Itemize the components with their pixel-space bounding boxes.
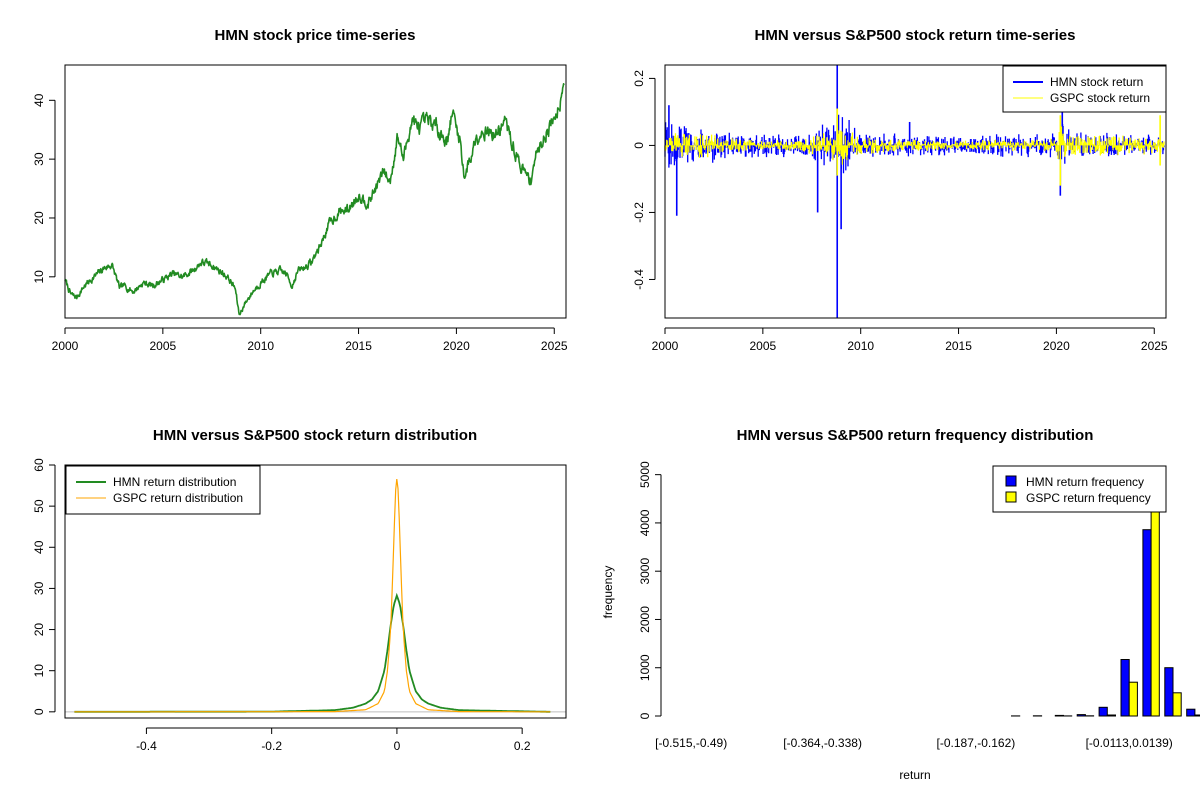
x-tick-label: [-0.187,-0.162) [937,736,1016,750]
density-gspc [74,479,551,713]
x-tick-label: 2005 [150,339,177,353]
x-tick-label: [-0.0113,0.0139) [1086,736,1173,750]
bar-hmn [1076,714,1086,717]
return-series-legend: HMN stock return GSPC stock return [1002,65,1167,113]
legend-label-hmn: HMN return frequency [1026,475,1144,489]
y-tick-label: 50 [32,499,46,513]
x-tick-label: 2015 [945,339,972,353]
distribution-plot-box [64,464,567,719]
frequency-plot-area [1011,503,1200,717]
y-tick-label: 10 [32,664,46,678]
legend-swatch-hmn [1005,475,1017,487]
price-series-line [64,83,565,316]
legend-label-hmn: HMN return distribution [113,475,236,489]
price-axes: 2000 2005 2010 2015 2020 2025 10 20 30 40 [32,93,568,353]
x-tick-label: 0.2 [514,739,531,753]
distribution-plot-area [65,479,566,713]
return-series-plot-box [664,64,1167,319]
legend-label-hmn: HMN stock return [1050,75,1143,89]
bar-gspc [1172,692,1182,717]
frequency-legend: HMN return frequency GSPC return frequen… [992,465,1167,513]
distribution-panel: HMN versus S&P500 stock return distribut… [32,427,567,753]
y-tick-label: -0.4 [632,269,646,290]
bar-hmn [1098,706,1108,717]
price-panel: HMN stock price time-series 2000 2005 2010… [32,27,568,353]
x-tick-label: [-0.364,-0.338) [783,736,862,750]
y-tick-label: 0 [638,712,652,719]
legend-box [1002,65,1167,113]
price-chart-title: HMN stock price time-series [215,27,416,44]
y-tick-label: 30 [32,581,46,595]
bar-hmn [1054,714,1065,717]
bar-hmn [1142,529,1152,717]
frequency-panel: HMN versus S&P500 return frequency distr… [601,427,1200,782]
x-tick-label: 2020 [443,339,470,353]
x-tick-label: 2000 [652,339,679,353]
y-tick-label: -0.2 [632,202,646,223]
price-plot-area [64,83,565,316]
legend-box [992,465,1167,513]
bar-gspc [1194,714,1200,717]
y-tick-label: 2000 [638,606,652,633]
y-tick-label: 60 [32,458,46,472]
x-tick-label: 2005 [750,339,777,353]
x-tick-label: 2010 [847,339,874,353]
y-tick-label: 40 [32,93,46,107]
bar-hmn [1120,659,1130,717]
x-tick-label: 2025 [1141,339,1168,353]
return-series-plot-area [664,65,1165,318]
y-tick-label: 3000 [638,558,652,585]
distribution-legend: HMN return distribution GSPC return dist… [65,465,261,515]
y-tick-label: 40 [32,540,46,554]
x-tick-label: -0.2 [261,739,282,753]
x-tick-label: 2000 [52,339,79,353]
frequency-axes: 0 1000 2000 3000 4000 5000 [-0.515,-0.49) [-0.3… [638,461,1173,750]
bar-gspc [1128,681,1138,717]
distribution-title: HMN versus S&P500 stock return distribut… [153,427,477,444]
return-series-axes: 2000 2005 2010 2015 2020 2025 -0.4 -0.2 0 0.2 [632,70,1168,353]
legend-box [65,465,261,515]
y-tick-label: 0 [32,708,46,715]
frequency-y-label: frequency [601,566,615,619]
bar-gspc [1150,503,1160,717]
legend-label-gspc: GSPC stock return [1050,91,1150,105]
bar-hmn [1164,667,1174,717]
y-tick-label: 1000 [638,654,652,681]
frequency-title: HMN versus S&P500 return frequency distr… [737,427,1094,444]
y-tick-label: 5000 [638,461,652,488]
legend-swatch-gspc [1005,491,1017,503]
return-series-title: HMN versus S&P500 stock return time-seri… [755,27,1076,44]
y-tick-label: 20 [32,211,46,225]
x-tick-label: 2010 [247,339,274,353]
y-tick-label: 0 [632,142,646,149]
y-tick-label: 10 [32,270,46,284]
legend-label-gspc: GSPC return frequency [1026,491,1151,505]
x-tick-label: [-0.515,-0.49) [655,736,727,750]
y-tick-label: 4000 [638,509,652,536]
distribution-axes: -0.4 -0.2 0 0.2 0 10 20 30 40 50 60 [32,458,531,753]
bar-gspc [1106,714,1117,717]
x-tick-label: 2025 [541,339,568,353]
y-tick-label: 20 [32,623,46,637]
frequency-x-label: return [899,768,930,782]
bar-hmn [1186,708,1196,717]
x-tick-label: 2015 [345,339,372,353]
y-tick-label: 0.2 [632,70,646,87]
return-series-panel: HMN versus S&P500 stock return time-seri… [632,27,1168,353]
y-tick-label: 30 [32,152,46,166]
x-tick-label: -0.4 [136,739,157,753]
price-plot-box [64,64,567,319]
legend-label-gspc: GSPC return distribution [113,491,243,505]
x-tick-label: 2020 [1043,339,1070,353]
x-tick-label: 0 [394,739,401,753]
